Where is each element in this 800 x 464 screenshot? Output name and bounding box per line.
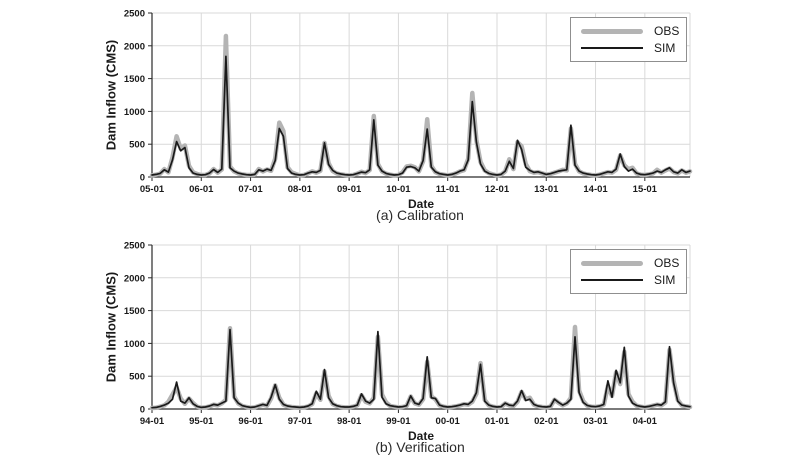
svg-text:07-01: 07-01	[238, 184, 263, 195]
sim-line-swatch	[581, 279, 643, 281]
svg-text:1500: 1500	[124, 306, 145, 317]
verification-chart-canvas: 94-01 95-01 96-01 97-01 98-01 99-01 00-01 01-01…	[124, 241, 693, 427]
svg-text:1000: 1000	[124, 107, 145, 118]
svg-text:04-01: 04-01	[633, 416, 658, 427]
svg-text:0: 0	[140, 405, 145, 416]
svg-text:08-01: 08-01	[288, 184, 313, 195]
svg-text:12-01: 12-01	[485, 184, 510, 195]
calibration-chart-canvas: 05-01 06-01 07-01 08-01 09-01 10-01 11-01 12-01…	[124, 9, 693, 195]
svg-text:98-01: 98-01	[337, 416, 362, 427]
svg-text:500: 500	[129, 140, 145, 151]
svg-text:05-01: 05-01	[140, 184, 165, 195]
legend-label-sim: SIM	[654, 41, 676, 55]
obs-line-swatch	[581, 260, 643, 266]
svg-text:500: 500	[129, 372, 145, 383]
svg-text:95-01: 95-01	[189, 416, 214, 427]
svg-text:10-01: 10-01	[386, 184, 411, 195]
svg-text:13-01: 13-01	[534, 184, 559, 195]
legend-label-sim: SIM	[654, 273, 676, 287]
x-axis-label: Date	[407, 197, 435, 211]
legend-label-obs: OBS	[654, 256, 680, 270]
sim-line-swatch	[581, 47, 643, 49]
svg-text:99-01: 99-01	[386, 416, 411, 427]
svg-text:02-01: 02-01	[534, 416, 559, 427]
legend-box: OBS SIM	[570, 17, 687, 62]
legend-row-sim: SIM	[581, 42, 676, 54]
svg-text:03-01: 03-01	[583, 416, 608, 427]
legend-row-obs: OBS	[581, 256, 680, 270]
svg-text:94-01: 94-01	[140, 416, 165, 427]
panel-caption-verification: (b) Verification	[375, 439, 465, 455]
svg-text:06-01: 06-01	[189, 184, 214, 195]
svg-text:11-01: 11-01	[436, 184, 460, 195]
legend-box: OBS SIM	[570, 249, 687, 294]
svg-text:1500: 1500	[124, 74, 145, 85]
svg-text:97-01: 97-01	[288, 416, 313, 427]
svg-text:09-01: 09-01	[337, 184, 362, 195]
legend-row-sim: SIM	[581, 274, 676, 286]
svg-text:2000: 2000	[124, 41, 145, 52]
verification-panel: 94-01 95-01 96-01 97-01 98-01 99-01 00-01 01-01…	[0, 232, 800, 464]
legend-label-obs: OBS	[654, 24, 680, 38]
svg-text:01-01: 01-01	[485, 416, 510, 427]
svg-text:2000: 2000	[124, 273, 145, 284]
legend-row-obs: OBS	[581, 24, 680, 38]
y-axis-label: Dam Inflow (CMS)	[103, 39, 119, 151]
panel-caption-calibration: (a) Calibration	[376, 207, 464, 223]
svg-text:1000: 1000	[124, 339, 145, 350]
calibration-panel: 05-01 06-01 07-01 08-01 09-01 10-01 11-01 12-01…	[103, 9, 693, 223]
svg-text:0: 0	[140, 173, 145, 184]
y-axis-label: Dam Inflow (CMS)	[103, 271, 119, 383]
x-axis-label: Date	[407, 429, 435, 443]
svg-text:96-01: 96-01	[238, 416, 263, 427]
svg-text:15-01: 15-01	[633, 184, 658, 195]
svg-text:2500: 2500	[124, 241, 145, 252]
obs-line-swatch	[581, 28, 643, 34]
svg-text:14-01: 14-01	[583, 184, 608, 195]
svg-text:00-01: 00-01	[436, 416, 461, 427]
svg-text:2500: 2500	[124, 9, 145, 20]
